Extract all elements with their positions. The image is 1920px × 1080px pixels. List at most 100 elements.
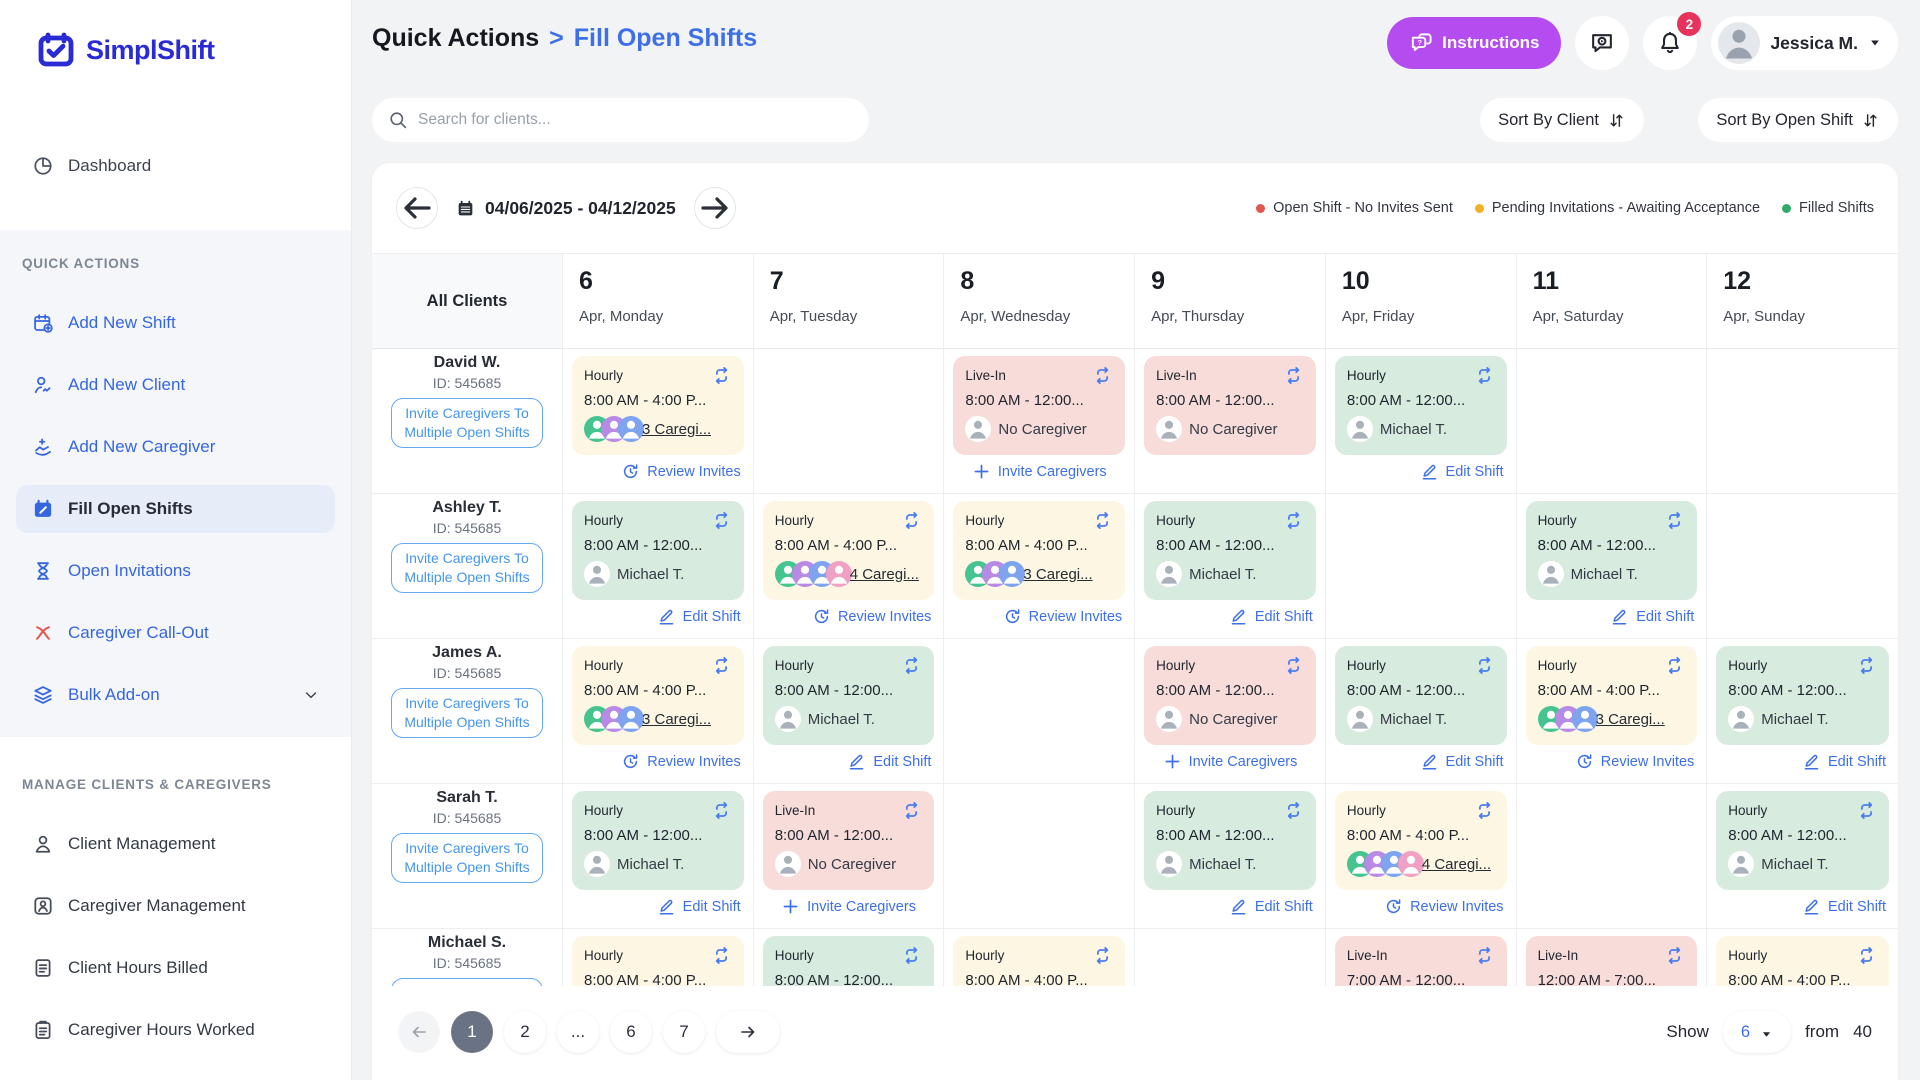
sidebar-item-open-invitations[interactable]: Open Invitations [16, 547, 335, 595]
notifications-button[interactable]: 2 [1643, 12, 1702, 70]
shift-card[interactable]: Hourly 8:00 AM - 4:00 P... [572, 936, 744, 986]
sidebar-item-caregiver-call-out[interactable]: Caregiver Call-Out [16, 609, 335, 657]
shift-time: 8:00 AM - 12:00... [965, 392, 1084, 409]
shift-card[interactable]: Hourly 8:00 AM - 12:00... No Caregiver [1144, 646, 1316, 745]
shift-card[interactable]: Hourly 8:00 AM - 4:00 P... 3 Caregi... [953, 501, 1126, 600]
edit-shift-link[interactable]: Edit Shift [1707, 897, 1898, 916]
caregiver-name: Michael T. [1189, 855, 1257, 873]
page-size-value: 6 [1740, 1022, 1751, 1041]
shift-card[interactable]: Hourly 8:00 AM - 4:00 P... 3 Caregi... [1525, 646, 1698, 745]
caregiver-count-link[interactable]: 3 Caregi... [642, 710, 712, 728]
shift-card[interactable]: Hourly 8:00 AM - 4:00 P... [953, 936, 1126, 986]
shift-time: 8:00 AM - 4:00 P... [1728, 972, 1851, 986]
breadcrumb-parent[interactable]: Quick Actions [372, 24, 540, 52]
caregiver-name: No Caregiver [998, 420, 1087, 438]
previous-page-button[interactable] [398, 1011, 440, 1053]
caregiver-count-link[interactable]: 3 Caregi... [642, 420, 712, 438]
shift-card[interactable]: Hourly 8:00 AM - 12:00... [762, 936, 935, 986]
page-button[interactable]: 6 [610, 1011, 652, 1053]
sidebar-item-client-hours-billed[interactable]: Client Hours Billed [16, 944, 335, 992]
edit-shift-link[interactable]: Edit Shift [1326, 462, 1516, 481]
invite-multiple-open-shifts-button[interactable]: Invite Caregivers To Multiple Open Shift… [391, 543, 543, 593]
sidebar-item-dashboard[interactable]: Dashboard [16, 142, 335, 190]
shift-card[interactable]: Hourly 8:00 AM - 12:00... Michael T. [762, 646, 935, 745]
caregiver-count-link[interactable]: 3 Caregi... [1595, 710, 1665, 728]
page-button[interactable]: 1 [451, 1011, 493, 1053]
sidebar-item-client-management[interactable]: Client Management [16, 820, 335, 868]
shift-card[interactable]: Live-In 8:00 AM - 12:00... No Caregiver [1144, 356, 1316, 455]
user-menu[interactable]: Jessica M. [1711, 16, 1898, 70]
sidebar-item-label: Dashboard [68, 156, 152, 175]
day-cell [944, 639, 1136, 783]
review-invites-link[interactable]: Review Invites [1326, 897, 1516, 916]
search-input[interactable] [418, 111, 853, 129]
page-button[interactable]: 7 [663, 1011, 705, 1053]
shift-card[interactable]: Live-In 8:00 AM - 12:00... No Caregiver [762, 791, 935, 890]
invite-multiple-open-shifts-button[interactable]: Invite Caregivers To Multiple Open Shift… [391, 688, 543, 738]
edit-shift-link[interactable]: Edit Shift [563, 607, 753, 626]
invite-multiple-open-shifts-button[interactable]: Invite Caregivers To Multiple Open Shift… [391, 833, 543, 883]
edit-shift-link[interactable]: Edit Shift [1707, 752, 1898, 771]
sidebar-item-bulk-add-on[interactable]: Bulk Add-on [16, 671, 335, 719]
pie-chart-icon [32, 155, 54, 177]
sidebar-item-add-new-shift[interactable]: Add New Shift [16, 299, 335, 347]
shift-type: Hourly [1728, 658, 1768, 673]
sidebar-item-add-new-caregiver[interactable]: Add New Caregiver [16, 423, 335, 471]
page-size-select[interactable]: 6 [1722, 1011, 1792, 1053]
previous-week-button[interactable] [396, 187, 438, 229]
sort-by-client-button[interactable]: Sort By Client [1480, 98, 1644, 142]
invite-caregivers-link[interactable]: Invite Caregivers [754, 897, 944, 916]
quick-actions-title: QUICK ACTIONS [22, 256, 140, 271]
invite-multiple-open-shifts-button[interactable]: Invite Caregivers To Multiple Open Shift… [391, 398, 543, 448]
page-button[interactable]: 2 [504, 1011, 546, 1053]
shift-card[interactable]: Hourly 8:00 AM - 12:00... Michael T. [1334, 646, 1507, 745]
sidebar-item-caregiver-hours-worked[interactable]: Caregiver Hours Worked [16, 1006, 335, 1054]
instructions-button[interactable]: ? Instructions [1387, 17, 1562, 69]
invite-caregivers-link[interactable]: Invite Caregivers [1135, 752, 1325, 771]
shift-card[interactable]: Hourly 8:00 AM - 12:00... Michael T. [1144, 501, 1316, 600]
edit-shift-link[interactable]: Edit Shift [1135, 607, 1325, 626]
edit-shift-link[interactable]: Edit Shift [754, 752, 944, 771]
shift-card[interactable]: Live-In 8:00 AM - 12:00... No Caregiver [953, 356, 1126, 455]
next-week-button[interactable] [693, 187, 736, 229]
edit-shift-link[interactable]: Edit Shift [1326, 752, 1516, 771]
sort-by-open-shift-button[interactable]: Sort By Open Shift [1698, 98, 1898, 142]
breadcrumb: Quick Actions > Fill Open Shifts [372, 24, 757, 53]
review-invites-link[interactable]: Review Invites [944, 607, 1134, 626]
review-invites-link[interactable]: Review Invites [754, 607, 944, 626]
shift-card[interactable]: Live-In 7:00 AM - 12:00... [1334, 936, 1507, 986]
shift-card[interactable]: Hourly 8:00 AM - 12:00... Michael T. [1525, 501, 1698, 600]
day-cell: Live-In 8:00 AM - 12:00... No Caregiver I… [754, 784, 945, 928]
edit-shift-link[interactable]: Edit Shift [563, 897, 753, 916]
chat-button[interactable] [1575, 16, 1630, 70]
sidebar-item-add-new-client[interactable]: Add New Client [16, 361, 335, 409]
caregiver-count-link[interactable]: 3 Caregi... [1023, 565, 1093, 583]
shift-card[interactable]: Live-In 12:00 AM - 7:00... [1525, 936, 1698, 986]
sidebar-item-fill-open-shifts[interactable]: Fill Open Shifts [16, 485, 335, 533]
day-cell [1326, 494, 1517, 638]
shift-card[interactable]: Hourly 8:00 AM - 4:00 P... [1716, 936, 1889, 986]
shift-card[interactable]: Hourly 8:00 AM - 4:00 P... 3 Caregi... [572, 646, 744, 745]
shift-card[interactable]: Hourly 8:00 AM - 12:00... Michael T. [1716, 791, 1889, 890]
review-invites-link[interactable]: Review Invites [563, 462, 753, 481]
shift-card[interactable]: Hourly 8:00 AM - 4:00 P... 4 Caregi... [1334, 791, 1507, 890]
caregiver-count-link[interactable]: 4 Caregi... [849, 565, 919, 583]
edit-shift-link[interactable]: Edit Shift [1135, 897, 1325, 916]
invite-caregivers-link[interactable]: Invite Caregivers [944, 462, 1134, 481]
shift-card[interactable]: Hourly 8:00 AM - 4:00 P... 4 Caregi... [762, 501, 935, 600]
edit-shift-link[interactable]: Edit Shift [1517, 607, 1707, 626]
review-invites-link[interactable]: Review Invites [563, 752, 753, 771]
review-invites-link[interactable]: Review Invites [1517, 752, 1707, 771]
shift-card[interactable]: Hourly 8:00 AM - 4:00 P... 3 Caregi... [572, 356, 744, 455]
shift-card[interactable]: Hourly 8:00 AM - 12:00... Michael T. [572, 501, 744, 600]
shift-card[interactable]: Hourly 8:00 AM - 12:00... Michael T. [1334, 356, 1507, 455]
next-page-button[interactable] [716, 1011, 780, 1053]
client-name: Sarah T. [436, 789, 498, 806]
sidebar-item-caregiver-management[interactable]: Caregiver Management [16, 882, 335, 930]
shift-card[interactable]: Hourly 8:00 AM - 12:00... Michael T. [1144, 791, 1316, 890]
shift-card[interactable]: Hourly 8:00 AM - 12:00... Michael T. [1716, 646, 1889, 745]
shift-card[interactable]: Hourly 8:00 AM - 12:00... Michael T. [572, 791, 744, 890]
caregiver-count-link[interactable]: 4 Caregi... [1421, 855, 1492, 873]
caregiver-name: No Caregiver [807, 855, 897, 873]
shift-time: 7:00 AM - 12:00... [1346, 972, 1466, 986]
